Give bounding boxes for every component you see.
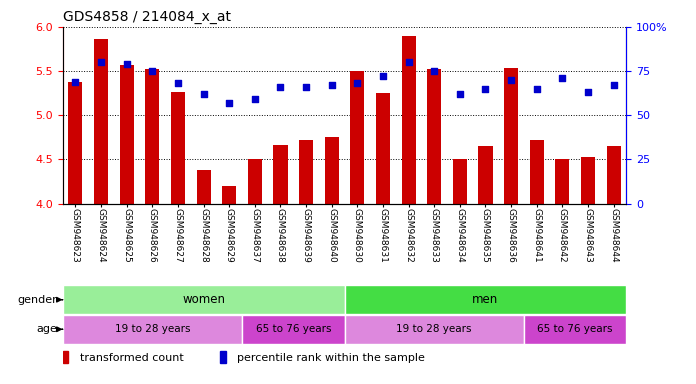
Point	[173, 80, 184, 86]
Bar	[345, 315, 524, 344]
Bar	[345, 285, 626, 314]
Point	[95, 59, 106, 65]
Point	[301, 84, 312, 90]
Text: 65 to 76 years: 65 to 76 years	[537, 324, 613, 334]
Bar	[63, 285, 345, 314]
Point	[480, 86, 491, 92]
Point	[531, 86, 542, 92]
Text: 65 to 76 years: 65 to 76 years	[255, 324, 331, 334]
Bar	[606, 146, 621, 204]
Bar	[171, 92, 185, 204]
Text: age: age	[36, 324, 57, 334]
Bar	[350, 71, 365, 204]
Point	[403, 59, 414, 65]
Bar	[63, 351, 68, 363]
Text: transformed count: transformed count	[79, 353, 183, 363]
Text: men: men	[473, 293, 498, 306]
Bar	[555, 159, 569, 204]
Bar	[504, 68, 518, 204]
Point	[198, 91, 209, 97]
Bar	[299, 140, 313, 204]
Bar	[581, 157, 595, 204]
Text: women: women	[182, 293, 225, 306]
Bar	[324, 137, 339, 204]
Point	[505, 77, 516, 83]
Text: 19 to 28 years: 19 to 28 years	[115, 324, 190, 334]
Bar	[196, 170, 211, 204]
Bar	[248, 159, 262, 204]
Bar	[222, 186, 236, 204]
Point	[326, 82, 338, 88]
Point	[249, 96, 260, 103]
Point	[70, 79, 81, 85]
Text: GDS4858 / 214084_x_at: GDS4858 / 214084_x_at	[63, 10, 230, 25]
Bar	[274, 145, 287, 204]
Bar	[530, 140, 544, 204]
Point	[454, 91, 466, 97]
Point	[275, 84, 286, 90]
Point	[377, 73, 388, 79]
Point	[351, 80, 363, 86]
Bar	[145, 69, 159, 204]
Point	[557, 75, 568, 81]
Point	[429, 68, 440, 74]
Bar	[524, 315, 626, 344]
Bar	[94, 39, 108, 204]
Bar	[120, 65, 134, 204]
Bar	[427, 69, 441, 204]
Text: 19 to 28 years: 19 to 28 years	[397, 324, 472, 334]
Bar	[221, 351, 226, 363]
Point	[608, 82, 619, 88]
Bar	[402, 36, 416, 204]
Bar	[453, 159, 467, 204]
Text: percentile rank within the sample: percentile rank within the sample	[237, 353, 425, 363]
Bar	[478, 146, 493, 204]
Bar	[63, 315, 242, 344]
Bar	[242, 315, 345, 344]
Bar	[376, 93, 390, 204]
Text: gender: gender	[17, 295, 57, 305]
Bar	[68, 82, 83, 204]
Point	[147, 68, 158, 74]
Point	[223, 100, 235, 106]
Point	[121, 61, 132, 67]
Point	[583, 89, 594, 95]
